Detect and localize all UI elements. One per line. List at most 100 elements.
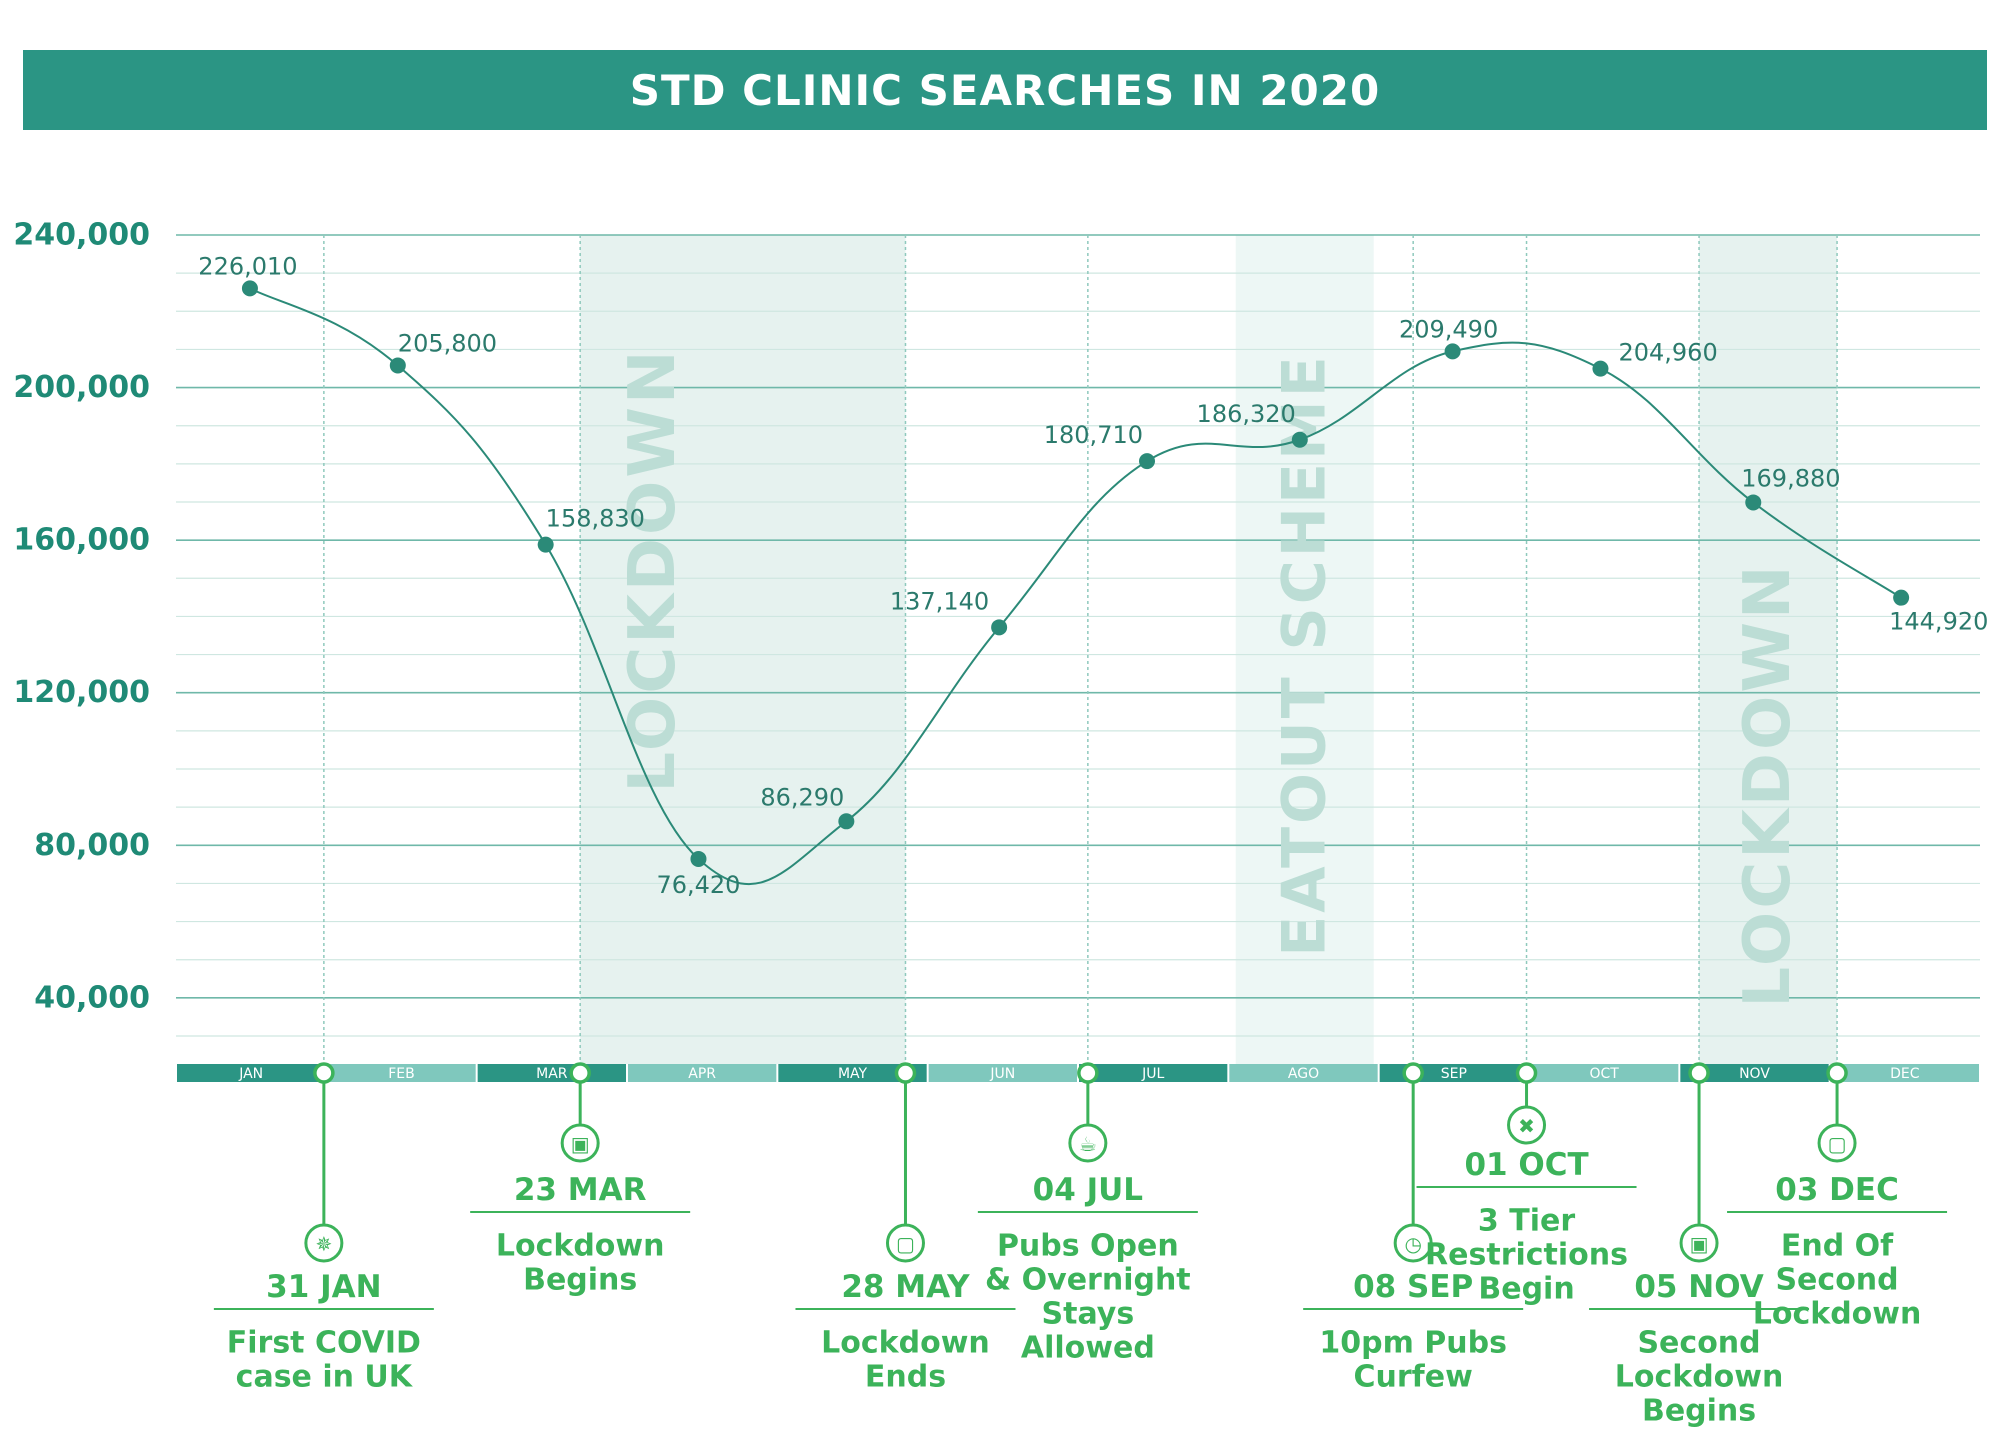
- month-cell: [327, 1064, 476, 1082]
- data-point: [838, 813, 855, 830]
- event-text-line: & Overnight: [985, 1263, 1191, 1298]
- event-marker: [1402, 1062, 1424, 1084]
- data-label: 76,420: [656, 871, 740, 899]
- y-tick-label: 120,000: [13, 675, 150, 710]
- beer-icon-glyph: ☕: [1079, 1132, 1097, 1156]
- month-cell: [778, 1064, 927, 1082]
- virus-icon: [304, 1223, 344, 1263]
- month-label: NOV: [1739, 1066, 1770, 1082]
- data-label: 180,710: [1044, 421, 1143, 449]
- event-marker: [1826, 1062, 1848, 1084]
- data-label: 205,800: [398, 329, 497, 357]
- event-text-line: Second: [1775, 1263, 1898, 1298]
- event-text-line: First COVID: [227, 1326, 421, 1361]
- y-tick-label: 40,000: [34, 980, 150, 1015]
- event-text-line: Stays: [1042, 1297, 1135, 1332]
- month-label: JAN: [238, 1066, 263, 1082]
- event-text-line: Pubs Open: [997, 1229, 1179, 1264]
- month-cell: [1229, 1064, 1378, 1082]
- month-cell: [1680, 1064, 1829, 1082]
- month-label: DEC: [1890, 1066, 1920, 1082]
- data-point: [1139, 453, 1156, 470]
- data-label: 86,290: [760, 783, 844, 811]
- band-label: EATOUT SCHEME: [1270, 353, 1340, 956]
- y-tick-label: 240,000: [13, 218, 150, 253]
- data-point: [1745, 494, 1762, 511]
- band-label: LOCKDOWN: [616, 347, 690, 792]
- series-path: [249, 287, 1902, 886]
- event-text-line: Begin: [1478, 1272, 1574, 1307]
- event-date: 03 DEC: [1775, 1172, 1899, 1208]
- beer-icon: [1068, 1123, 1108, 1163]
- event-date: 08 SEP: [1353, 1269, 1473, 1305]
- event-marker: [894, 1062, 917, 1084]
- event-text-line: Lockdown: [1753, 1297, 1922, 1332]
- clock-icon: [1393, 1223, 1433, 1263]
- data-point: [537, 536, 554, 553]
- y-tick-label: 200,000: [13, 370, 150, 405]
- event-marker: [313, 1062, 335, 1084]
- background-bands: [580, 235, 1838, 1064]
- data-point: [241, 280, 258, 297]
- event-date: 04 JUL: [1033, 1172, 1143, 1208]
- month-label: MAR: [536, 1066, 568, 1082]
- data-label: 204,960: [1618, 339, 1717, 367]
- lock-open-icon: [1817, 1123, 1857, 1163]
- series-line: [249, 287, 1902, 886]
- virus-icon-glyph: ✵: [315, 1232, 332, 1256]
- data-label: 226,010: [198, 252, 297, 280]
- data-points: [241, 280, 1910, 867]
- event-text-line: Allowed: [1021, 1331, 1155, 1366]
- month-label: AGO: [1288, 1066, 1319, 1082]
- event-date: 05 NOV: [1634, 1269, 1763, 1305]
- data-label: 169,880: [1741, 464, 1840, 492]
- cross-icon-glyph: ✖: [1518, 1114, 1535, 1138]
- month-label: JUN: [989, 1066, 1015, 1082]
- lock-closed-icon: [560, 1123, 600, 1163]
- band-eatout: [1235, 235, 1374, 1064]
- event-marker: [1077, 1062, 1099, 1084]
- y-tick-label: 160,000: [13, 523, 150, 558]
- lock-closed-icon: [1679, 1223, 1719, 1263]
- title-bar: STD CLINIC SEARCHES IN 2020: [23, 50, 1987, 130]
- data-label: 186,320: [1197, 400, 1296, 428]
- data-point: [1893, 589, 1910, 606]
- month-label: OCT: [1589, 1066, 1619, 1082]
- data-label: 158,830: [546, 505, 645, 533]
- month-label: FEB: [388, 1066, 415, 1082]
- month-label: SEP: [1441, 1066, 1467, 1082]
- data-label: 209,490: [1399, 315, 1498, 343]
- y-axis: 40,000 80,000 120,000 160,000 200,000 240,000: [13, 218, 150, 1016]
- event-text-line: End Of: [1781, 1229, 1894, 1264]
- grid: [176, 234, 1980, 1037]
- lock-open-icon: [885, 1223, 925, 1263]
- event-text-line: Second: [1637, 1326, 1760, 1361]
- event-text-line: case in UK: [236, 1360, 414, 1395]
- month-label: MAY: [838, 1066, 868, 1082]
- cross-icon: [1507, 1105, 1547, 1145]
- data-label: 144,920: [1889, 608, 1988, 636]
- y-tick-label: 80,000: [34, 828, 150, 863]
- event-date: 31 JAN: [266, 1269, 381, 1305]
- month-cell: [1530, 1064, 1679, 1082]
- event-date: 28 MAY: [841, 1269, 970, 1305]
- event-text-line: Begins: [1642, 1394, 1756, 1429]
- band-label: LOCKDOWN: [1731, 562, 1805, 1007]
- event-text-line: Lockdown: [496, 1229, 665, 1264]
- event-date: 23 MAR: [514, 1172, 647, 1208]
- lock-open-icon-glyph: ▢: [1828, 1132, 1847, 1156]
- data-point: [1444, 343, 1461, 360]
- data-point: [991, 619, 1008, 636]
- band-lockdown: [580, 235, 906, 1064]
- data-point: [1592, 360, 1609, 377]
- clock-icon-glyph: ◷: [1404, 1232, 1421, 1256]
